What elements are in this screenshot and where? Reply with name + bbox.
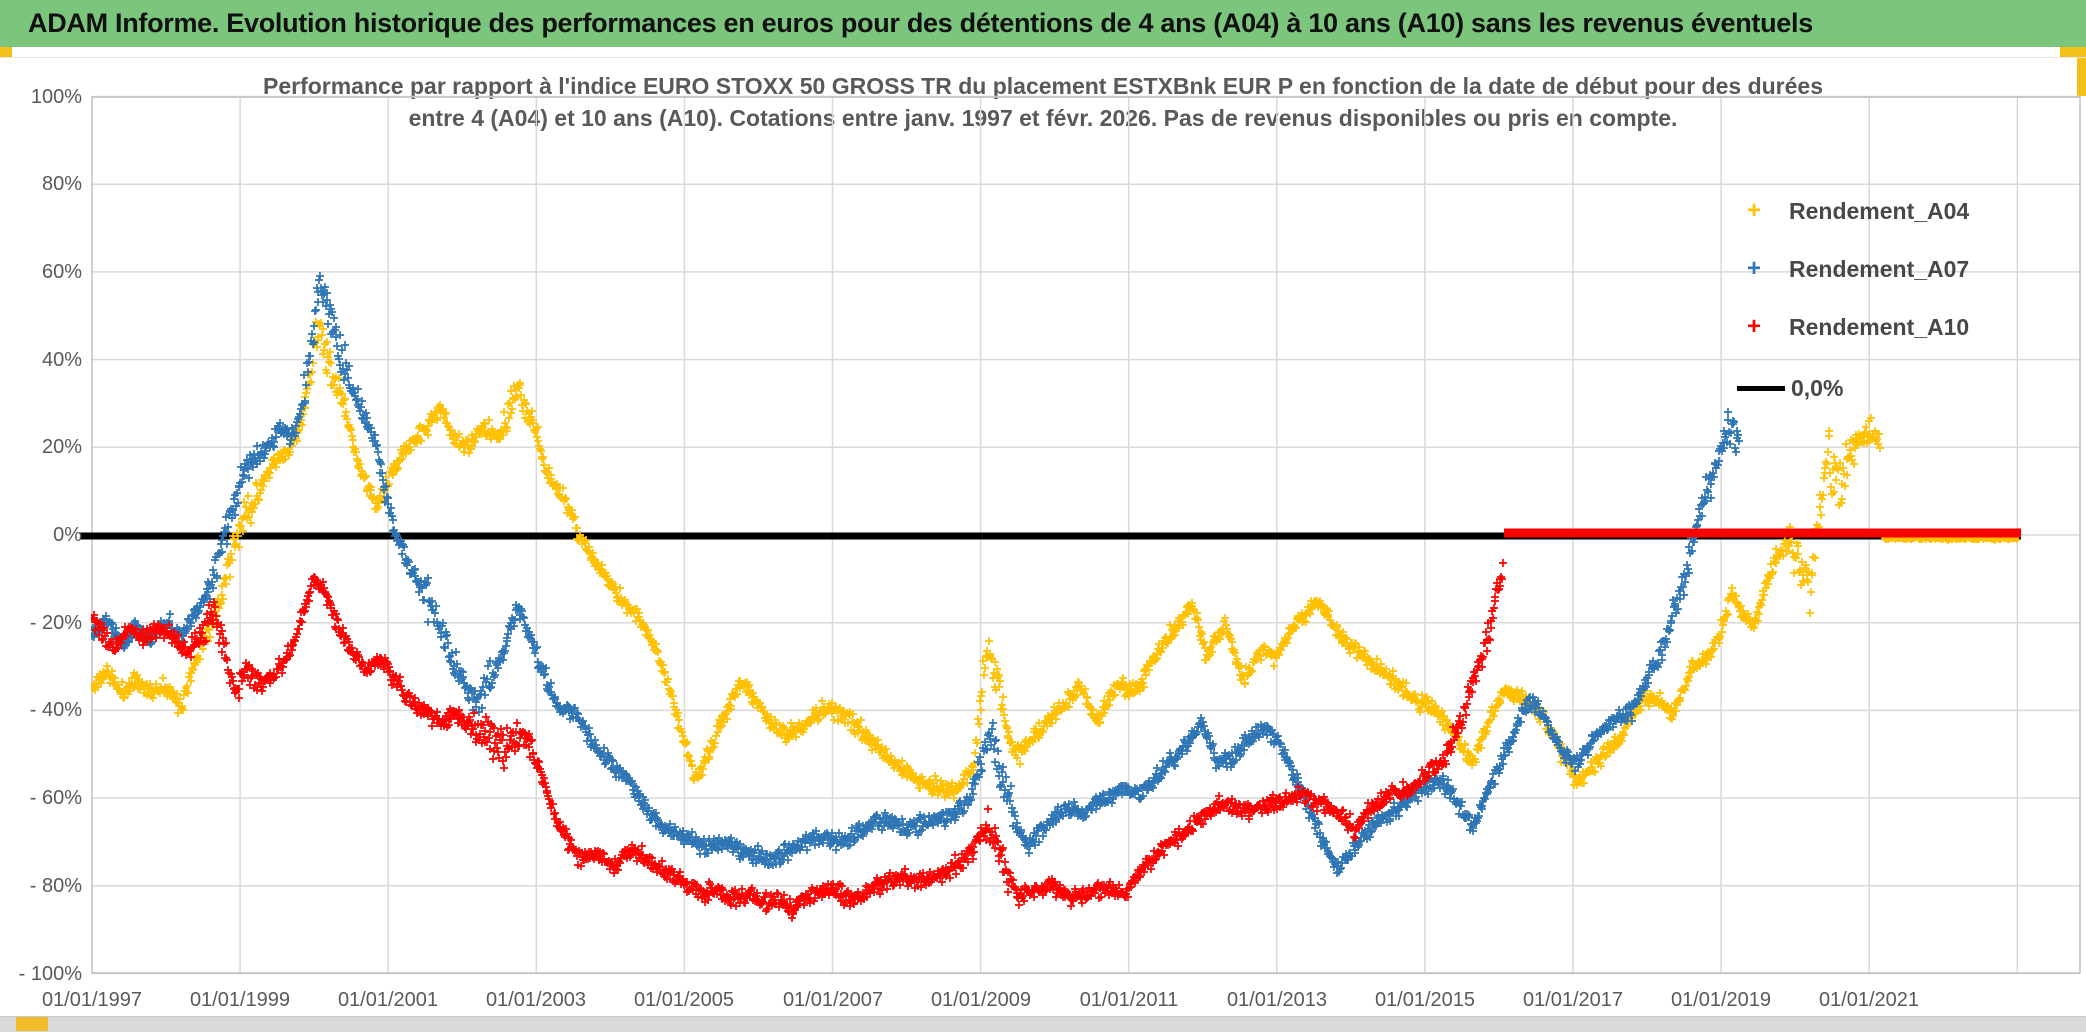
- title-bar: ADAM Informe. Evolution historique des p…: [0, 0, 2086, 47]
- legend-item-rendement-a10[interactable]: + Rendement_A10: [1737, 312, 1969, 342]
- legend-label: Rendement_A07: [1789, 255, 1970, 282]
- legend-label: Rendement_A10: [1789, 313, 1970, 340]
- chart-subtitle-line1[interactable]: Performance par rapport à l'indice EURO …: [262, 73, 1823, 99]
- plus-marker-icon: +: [1746, 197, 1761, 224]
- y-axis-tick-label: - 100%: [18, 963, 82, 985]
- x-axis-tick-label: 01/01/2003: [485, 989, 587, 1011]
- page-title: ADAM Informe. Evolution historique des p…: [28, 8, 1813, 38]
- x-axis-tick-label: 01/01/2017: [1522, 989, 1624, 1011]
- legend-item-zero-line[interactable]: 0,0%: [1737, 373, 1843, 403]
- chart-subtitle-line2[interactable]: entre 4 (A04) et 10 ans (A10). Cotations…: [408, 105, 1678, 131]
- y-axis-tick-label: 60%: [41, 261, 82, 283]
- legend-item-rendement-a07[interactable]: + Rendement_A07: [1737, 254, 1969, 284]
- series-rendement-a07-points[interactable]: [88, 272, 1743, 877]
- y-axis-tick-label: 20%: [41, 436, 82, 458]
- y-axis-tick-label: - 80%: [29, 875, 82, 897]
- y-axis-tick-label: 100%: [30, 86, 82, 108]
- x-axis-tick-label: 01/01/2007: [782, 989, 884, 1011]
- x-axis-tick-label: 01/01/2013: [1226, 989, 1328, 1011]
- x-axis-tick-label: 01/01/2015: [1374, 989, 1476, 1011]
- gold-corner-top-left: [0, 47, 12, 58]
- series-rendement-a04-zero-tail[interactable]: [1881, 534, 2020, 544]
- y-axis-tick-label: - 40%: [29, 699, 82, 721]
- x-axis-tick-label: 01/01/2009: [930, 989, 1032, 1011]
- plus-marker-icon: +: [1746, 313, 1761, 340]
- x-axis-tick-label: 01/01/2021: [1818, 989, 1920, 1011]
- sheet-row-divider: [0, 57, 2086, 58]
- sheet-bottom-band: [0, 1016, 2086, 1032]
- y-axis-tick-label: 40%: [41, 349, 82, 371]
- x-axis-tick-label: 01/01/2005: [633, 989, 735, 1011]
- series-rendement-a10-points[interactable]: [88, 559, 1507, 922]
- y-axis-tick-label: - 20%: [29, 612, 82, 634]
- x-axis-tick-label: 01/01/2019: [1670, 989, 1772, 1011]
- legend-label: 0,0%: [1791, 374, 1844, 401]
- x-axis-tick-label: 01/01/1999: [189, 989, 291, 1011]
- plus-marker-icon: +: [1746, 255, 1761, 282]
- gold-handle-bottom-left: [16, 1017, 48, 1031]
- y-axis-tick-label: - 60%: [29, 787, 82, 809]
- gold-corner-top-right-h: [2060, 47, 2086, 57]
- x-axis-tick-label: 01/01/1997: [41, 989, 143, 1011]
- x-axis-tick-label: 01/01/2011: [1079, 989, 1179, 1011]
- line-marker-icon: [1737, 385, 1785, 391]
- x-axis-tick-label: 01/01/2001: [337, 989, 439, 1011]
- y-axis-tick-label: 80%: [41, 173, 82, 195]
- legend-item-rendement-a04[interactable]: + Rendement_A04: [1737, 196, 1969, 226]
- gold-corner-top-right-v: [2077, 47, 2086, 96]
- legend-label: Rendement_A04: [1789, 197, 1970, 224]
- y-axis-tick-label: 0%: [53, 524, 82, 546]
